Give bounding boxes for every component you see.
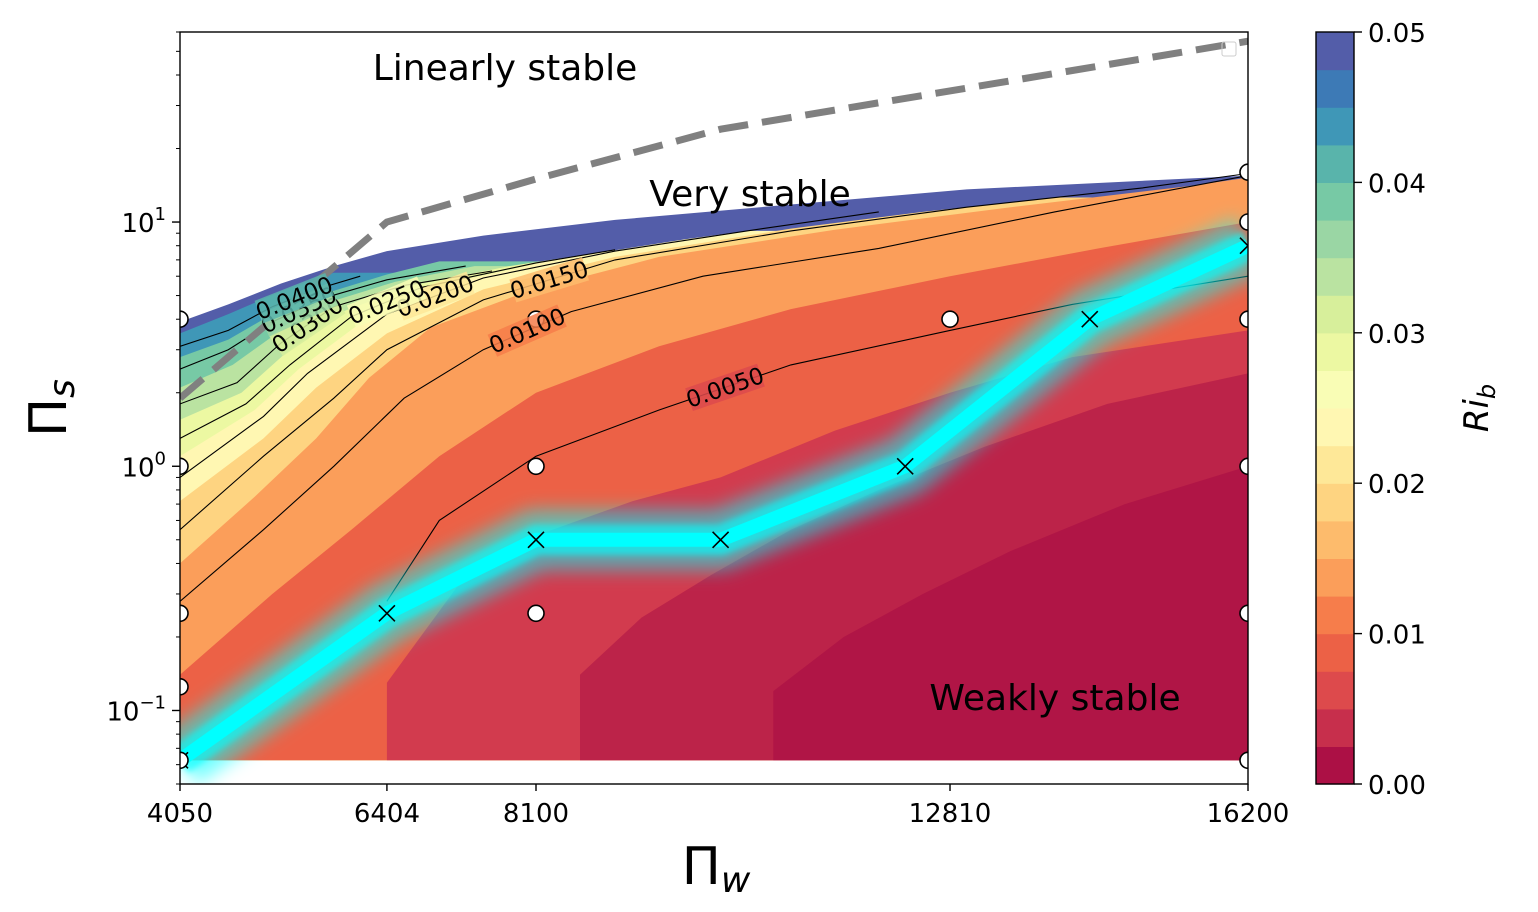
colorbar-band <box>1316 746 1354 785</box>
colorbar-band <box>1316 483 1354 522</box>
x-tick-label: 8100 <box>503 799 569 829</box>
plot-frame <box>179 31 1249 785</box>
colorbar-band <box>1316 445 1354 484</box>
y-axis-title: Πs <box>19 379 83 437</box>
colorbar-band <box>1316 671 1354 710</box>
y-tick-label-exponent: −1 <box>139 692 166 713</box>
simulation-point <box>1239 310 1248 328</box>
colorbar-band <box>1316 408 1354 447</box>
colorbar-band <box>1316 69 1354 108</box>
colorbar-band <box>1316 295 1354 334</box>
transition-marker <box>896 457 914 475</box>
region-label-linearly-stable: Linearly stable <box>373 48 638 89</box>
contour-band <box>773 466 1248 761</box>
contour-label-bg <box>487 304 567 357</box>
colorbar-title-subscript: b <box>1473 384 1501 399</box>
x-axis: 4050 6404 8100 12810 16200 <box>147 784 1289 829</box>
legend-box <box>1221 41 1237 57</box>
colorbar: 0.00 0.01 0.02 0.03 0.04 0.05 <box>1315 19 1426 801</box>
simulation-point <box>180 751 189 770</box>
simulation-point <box>1239 163 1248 181</box>
contour-label-bg <box>254 273 335 324</box>
x-axis-title: Πw <box>682 837 751 901</box>
x-tick-label: 4050 <box>147 799 213 829</box>
colorbar-title-symbol: Ri <box>1457 399 1497 433</box>
colorbar-tick-label: 0.01 <box>1368 621 1426 651</box>
y-tick-label-exponent: 0 <box>155 448 166 469</box>
contour-line <box>180 249 616 439</box>
contour-label-bg <box>685 363 765 412</box>
colorbar-band <box>1316 520 1354 559</box>
y-tick-label-base: 10 <box>106 697 139 727</box>
colorbar-band <box>1316 332 1354 371</box>
transition-marker <box>378 604 396 622</box>
simulation-point <box>527 604 545 623</box>
contour-label-bg <box>346 276 427 328</box>
colorbar-band <box>1316 370 1354 409</box>
simulation-point <box>180 310 189 328</box>
simulation-point <box>180 678 189 696</box>
transition-marker <box>527 531 545 549</box>
contour-fills <box>180 175 1248 761</box>
transition-marker <box>1239 237 1248 255</box>
colorbar-band <box>1316 633 1354 672</box>
contour-label-bg <box>395 271 475 321</box>
x-tick-label: 12810 <box>909 799 992 829</box>
simulation-point <box>1239 457 1248 476</box>
colorbar-tick-label: 0.03 <box>1368 320 1426 350</box>
colorbar-tick-label: 0.02 <box>1368 470 1426 500</box>
simulation-point <box>1239 213 1248 231</box>
colorbar-tick-label: 0.04 <box>1368 169 1426 199</box>
y-tick-label: 101 <box>121 204 166 239</box>
colorbar-band <box>1316 220 1354 259</box>
y-axis-title-symbol: Π <box>19 398 79 437</box>
y-tick-label-exponent: 1 <box>155 204 166 225</box>
colorbar-band <box>1316 596 1354 635</box>
y-tick-label: 10−1 <box>106 692 166 727</box>
colorbar-band <box>1316 107 1354 146</box>
data-series <box>180 37 1248 784</box>
colorbar-band <box>1316 182 1354 221</box>
y-tick-label-base: 10 <box>121 453 154 483</box>
simulation-point <box>180 604 189 623</box>
y-tick-label: 100 <box>121 448 166 483</box>
region-label-weakly-stable: Weakly stable <box>929 678 1180 719</box>
transition-marker <box>1081 310 1099 328</box>
simulation-point <box>527 457 545 476</box>
x-tick-label: 6404 <box>354 799 420 829</box>
x-tick-label: 16200 <box>1207 799 1290 829</box>
y-tick-label-base: 10 <box>121 209 154 239</box>
simulation-point <box>1239 604 1248 623</box>
x-axis-title-symbol: Π <box>682 837 721 897</box>
colorbar-band <box>1316 708 1354 747</box>
colorbar-tick-label: 0.00 <box>1368 771 1426 801</box>
simulation-point <box>1239 751 1248 770</box>
y-axis-title-subscript: s <box>42 379 83 398</box>
simulation-point <box>941 310 959 329</box>
colorbar-band <box>1316 558 1354 597</box>
transition-marker <box>712 531 730 549</box>
contour-label-bg <box>509 257 590 303</box>
region-label-very-stable: Very stable <box>649 174 850 215</box>
plot-area <box>180 37 1248 784</box>
colorbar-band <box>1316 144 1354 183</box>
colorbar-band <box>1316 257 1354 296</box>
simulation-point <box>180 457 189 476</box>
colorbar-frame <box>1315 31 1355 785</box>
colorbar-tick-label: 0.05 <box>1368 19 1426 49</box>
colorbar-band <box>1316 32 1354 71</box>
x-axis-title-subscript: w <box>721 860 751 901</box>
colorbar-title: Rib <box>1457 384 1501 432</box>
